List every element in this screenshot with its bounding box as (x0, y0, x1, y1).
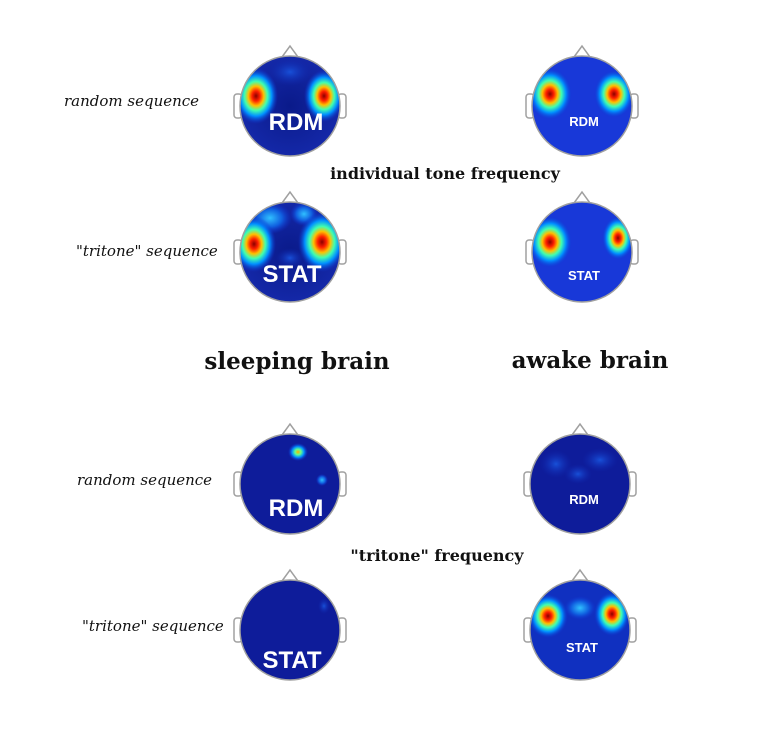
section-label-individual-tone: individual tone frequency (330, 164, 560, 183)
row-label-tritone-bottom: "tritone" sequence (82, 617, 224, 635)
condition-label-rdm: RDM (569, 114, 599, 129)
condition-label-stat: STAT (566, 640, 598, 655)
row-label-tritone-top: "tritone" sequence (76, 242, 218, 260)
row-label-random-top: random sequence (64, 92, 200, 110)
row-label-random-bottom: random sequence (77, 471, 213, 489)
topomap-awake-random-tritone: RDM (520, 418, 640, 542)
condition-label-rdm: RDM (569, 492, 599, 507)
condition-label-rdm: RDM (269, 109, 324, 136)
column-title-sleeping: sleeping brain (204, 348, 390, 375)
topomap-awake-tritone-tritone: STAT (520, 564, 640, 688)
topomap-awake-random-tone: RDM (522, 40, 642, 164)
condition-label-stat: STAT (262, 261, 321, 288)
condition-label-rdm: RDM (269, 495, 324, 522)
topomap-sleeping-tritone-tone: STAT (230, 186, 350, 310)
topomap-sleeping-random-tone: RDM (230, 40, 350, 164)
topomap-sleeping-tritone-tritone: STAT (230, 564, 350, 688)
section-label-tritone-frequency: "tritone" frequency (350, 546, 524, 565)
condition-label-stat: STAT (568, 268, 600, 283)
topomap-awake-tritone-tone: STAT (522, 186, 642, 310)
column-title-awake: awake brain (511, 347, 669, 374)
condition-label-stat: STAT (262, 647, 321, 674)
topomap-sleeping-random-tritone: RDM (230, 418, 350, 542)
